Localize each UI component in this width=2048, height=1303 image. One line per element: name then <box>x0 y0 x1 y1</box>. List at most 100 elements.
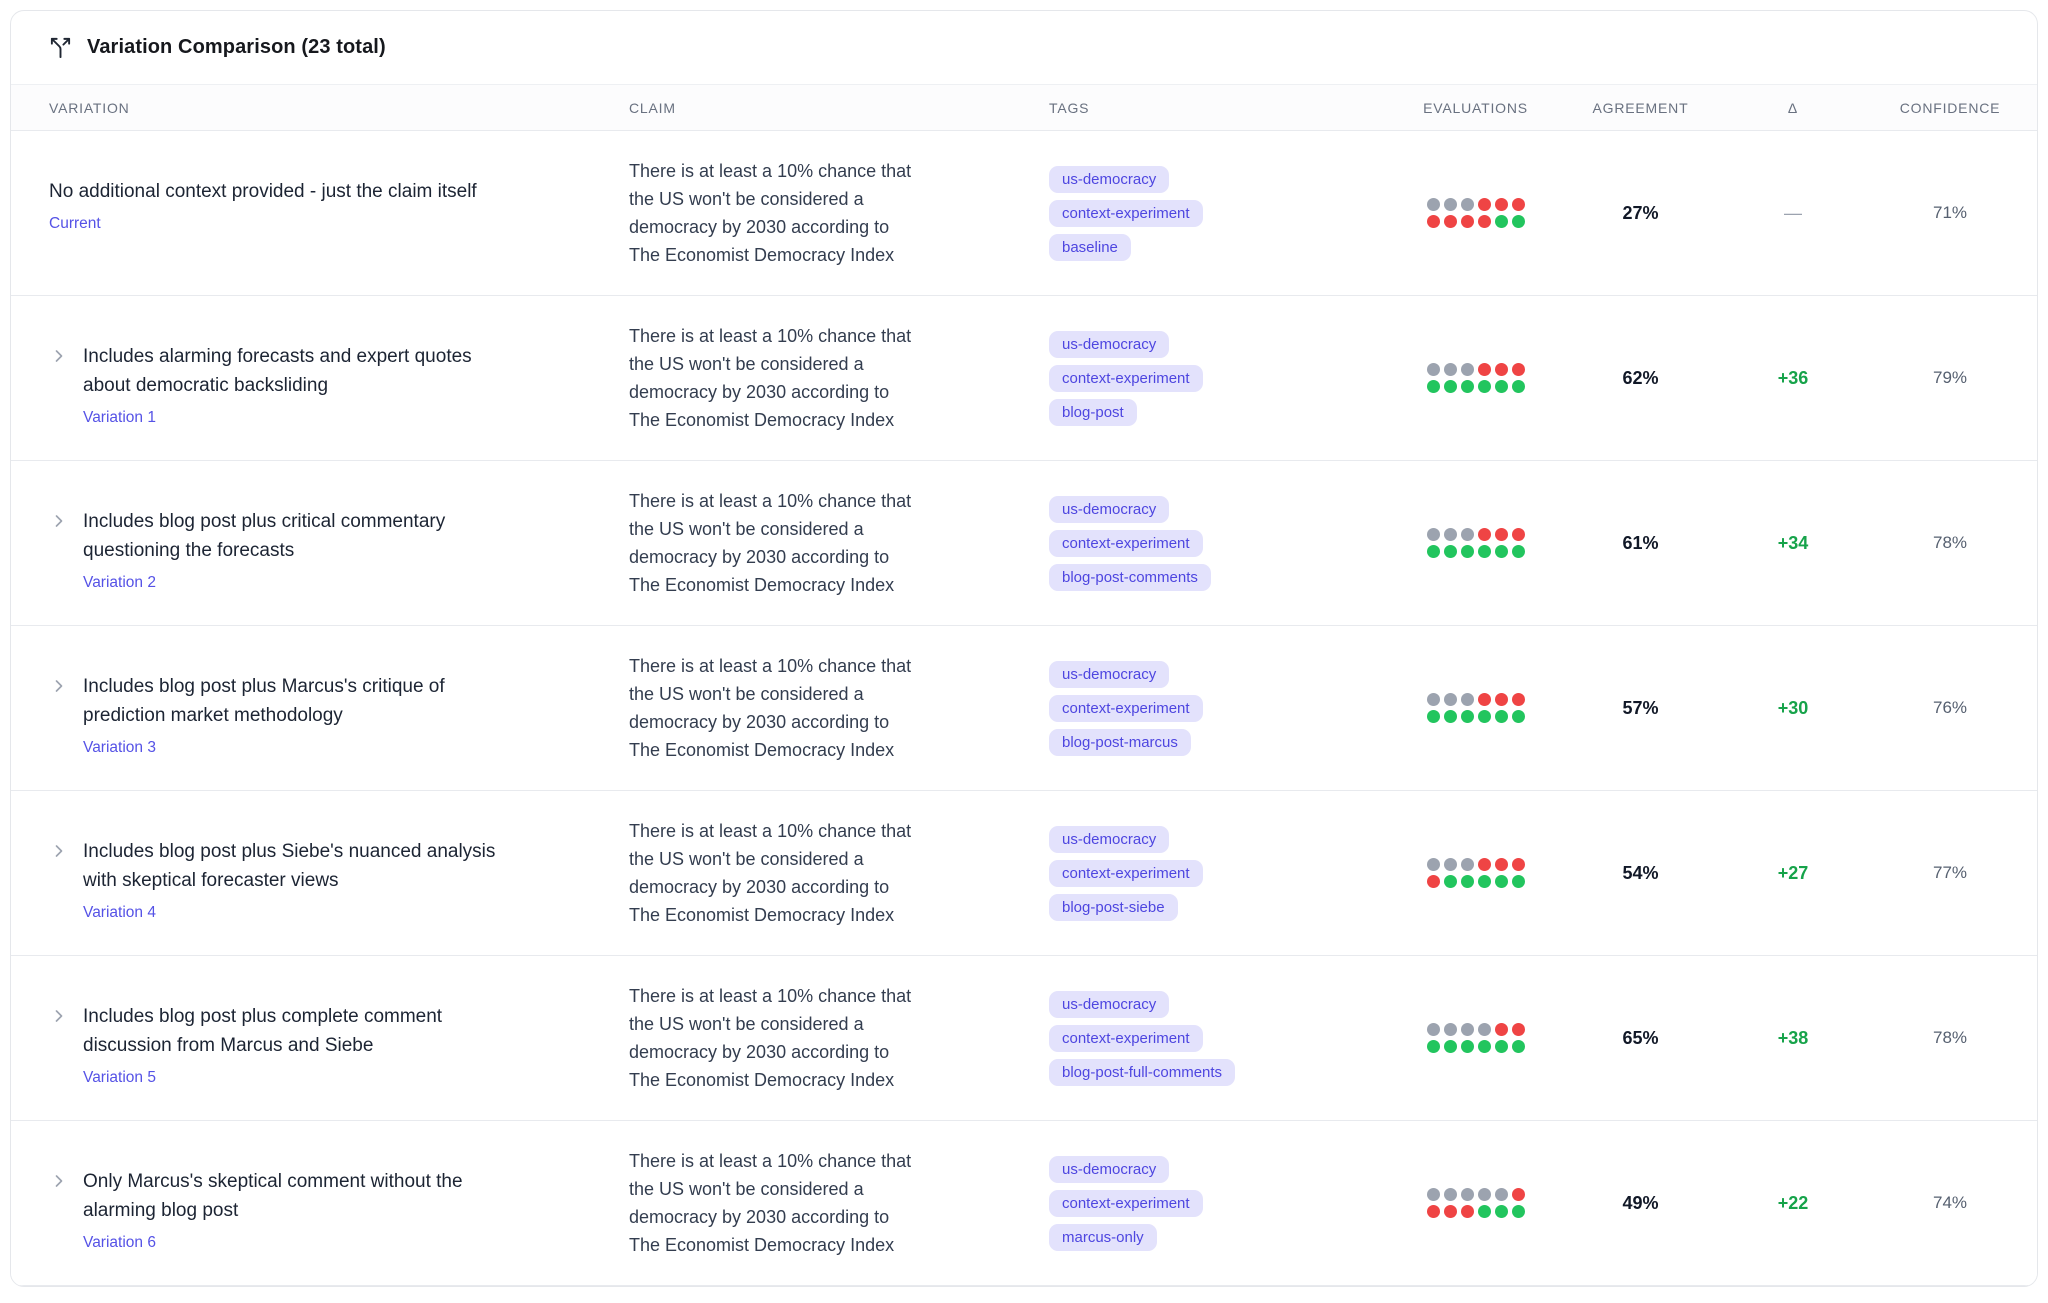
table-header-row: VARIATION CLAIM TAGS EVALUATIONS AGREEME… <box>11 85 2037 131</box>
evaluation-dot-green <box>1477 875 1491 888</box>
table-row[interactable]: Includes alarming forecasts and expert q… <box>11 296 2037 461</box>
evaluation-dot-red <box>1477 215 1491 228</box>
variation-title: Only Marcus's skeptical comment without … <box>83 1171 463 1221</box>
evaluation-dots <box>1426 1188 1525 1218</box>
evaluation-dot-green <box>1494 215 1508 228</box>
tag-pill: marcus-only <box>1049 1223 1157 1251</box>
agreement-value: 62% <box>1622 367 1659 388</box>
evaluation-dot-gray <box>1426 693 1440 706</box>
delta-value: +36 <box>1777 367 1809 388</box>
evaluation-dot-red <box>1511 198 1525 211</box>
evaluation-dot-gray <box>1443 693 1457 706</box>
variation-label: Current <box>49 215 101 232</box>
confidence-value: 71% <box>1932 203 1968 222</box>
evaluation-dots <box>1426 858 1525 888</box>
evaluation-dot-green <box>1511 710 1525 723</box>
evaluation-dot-green <box>1511 1205 1525 1218</box>
evaluation-dot-green <box>1426 545 1440 558</box>
evaluation-dot-gray <box>1477 1023 1491 1036</box>
tag-pill: context-experiment <box>1049 364 1203 392</box>
tag-list: us-democracy context-experiment blog-post-… <box>1049 791 1393 955</box>
tag-pill: context-experiment <box>1049 1024 1203 1052</box>
evaluation-dot-gray <box>1460 363 1474 376</box>
evaluation-dot-gray <box>1460 1188 1474 1201</box>
delta-value: +22 <box>1777 1192 1809 1213</box>
tag-pill: blog-post-comments <box>1049 563 1211 591</box>
tag-list: us-democracy context-experiment blog-post-… <box>1049 956 1393 1120</box>
agreement-value: 61% <box>1622 532 1659 553</box>
column-header-evaluations: EVALUATIONS <box>1423 100 1528 116</box>
chevron-right-icon[interactable] <box>49 511 69 599</box>
delta-value: +38 <box>1777 1027 1809 1048</box>
table-row[interactable]: No additional context provided - just th… <box>11 131 2037 296</box>
column-header-agreement: AGREEMENT <box>1592 100 1689 116</box>
evaluation-dot-red <box>1477 858 1491 871</box>
delta-value: +34 <box>1777 532 1809 553</box>
evaluation-dot-green <box>1460 875 1474 888</box>
evaluation-dot-red <box>1494 198 1508 211</box>
column-header-tags: TAGS <box>1049 100 1090 116</box>
tag-list: us-democracy context-experiment baseline <box>1049 131 1393 295</box>
tag-pill: context-experiment <box>1049 859 1203 887</box>
tag-pill: us-democracy <box>1049 1155 1170 1183</box>
chevron-right-icon[interactable] <box>49 346 69 434</box>
table-row[interactable]: Includes blog post plus Marcus's critiqu… <box>11 626 2037 791</box>
evaluation-dot-green <box>1511 875 1525 888</box>
evaluation-dot-gray <box>1426 198 1440 211</box>
evaluation-dots <box>1426 528 1525 558</box>
evaluation-dot-gray <box>1460 528 1474 541</box>
confidence-value: 79% <box>1932 368 1968 387</box>
tag-pill: context-experiment <box>1049 529 1203 557</box>
panel-title: Variation Comparison (23 total) <box>87 36 386 58</box>
chevron-right-icon[interactable] <box>49 1006 69 1094</box>
evaluation-dot-red <box>1511 693 1525 706</box>
claim-text: There is at least a 10% chance that the … <box>629 986 912 1090</box>
evaluation-dots <box>1426 1023 1525 1053</box>
claim-text: There is at least a 10% chance that the … <box>629 491 912 595</box>
claim-text: There is at least a 10% chance that the … <box>629 326 912 430</box>
agreement-value: 54% <box>1622 862 1659 883</box>
evaluation-dot-red <box>1494 1023 1508 1036</box>
evaluation-dots <box>1426 693 1525 723</box>
tag-pill: blog-post-marcus <box>1049 728 1191 756</box>
tag-pill: baseline <box>1049 233 1131 261</box>
column-header-confidence: CONFIDENCE <box>1899 100 2001 116</box>
evaluation-dot-gray <box>1443 1023 1457 1036</box>
table-row[interactable]: Only Marcus's skeptical comment without … <box>11 1121 2037 1286</box>
evaluation-dot-green <box>1494 710 1508 723</box>
chevron-right-icon[interactable] <box>49 676 69 764</box>
agreement-value: 49% <box>1622 1192 1659 1213</box>
evaluation-dot-red <box>1477 528 1491 541</box>
tag-list: us-democracy context-experiment marcus-onl… <box>1049 1121 1393 1285</box>
evaluation-dot-green <box>1494 545 1508 558</box>
evaluation-dot-gray <box>1443 1188 1457 1201</box>
evaluation-dot-gray <box>1443 363 1457 376</box>
evaluation-dot-gray <box>1426 1023 1440 1036</box>
evaluation-dot-gray <box>1426 858 1440 871</box>
evaluation-dot-gray <box>1443 858 1457 871</box>
evaluation-dot-red <box>1511 363 1525 376</box>
chevron-right-icon[interactable] <box>49 1171 69 1259</box>
evaluation-dot-green <box>1511 380 1525 393</box>
evaluation-dot-green <box>1494 1040 1508 1053</box>
evaluation-dot-gray <box>1443 198 1457 211</box>
table-row[interactable]: Includes blog post plus complete comment… <box>11 956 2037 1121</box>
evaluation-dot-green <box>1477 710 1491 723</box>
evaluation-dot-green <box>1426 1040 1440 1053</box>
column-header-claim: CLAIM <box>629 100 676 116</box>
evaluation-dot-green <box>1443 875 1457 888</box>
claim-text: There is at least a 10% chance that the … <box>629 656 912 760</box>
tag-pill: us-democracy <box>1049 990 1170 1018</box>
variation-label: Variation 4 <box>83 904 156 921</box>
tag-pill: blog-post-full-comments <box>1049 1058 1236 1086</box>
evaluation-dot-red <box>1494 528 1508 541</box>
evaluation-dot-green <box>1511 215 1525 228</box>
table-row[interactable]: Includes blog post plus critical comment… <box>11 461 2037 626</box>
table-row[interactable]: Includes blog post plus Siebe's nuanced … <box>11 791 2037 956</box>
evaluation-dot-green <box>1511 545 1525 558</box>
evaluation-dot-green <box>1426 380 1440 393</box>
evaluation-dot-gray <box>1460 693 1474 706</box>
chevron-right-icon[interactable] <box>49 841 69 929</box>
tag-pill: us-democracy <box>1049 495 1170 523</box>
evaluation-dot-green <box>1443 710 1457 723</box>
